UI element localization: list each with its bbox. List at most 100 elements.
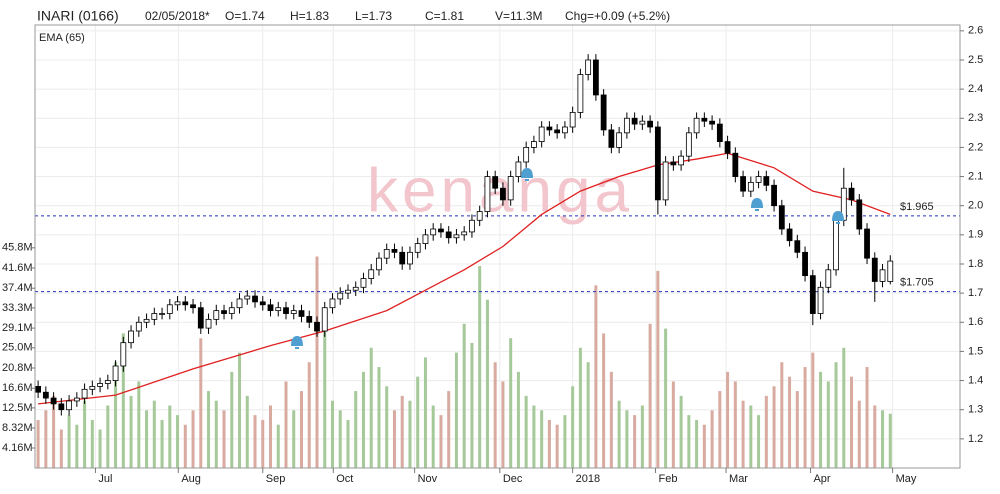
candle-body [58, 403, 65, 411]
candle-body [771, 184, 777, 207]
candle-body [716, 123, 723, 142]
header-field: O=1.74 [225, 9, 265, 23]
volume-bar [261, 419, 265, 468]
volume-bar [757, 415, 761, 468]
candle-body [213, 310, 220, 320]
ema-line [38, 152, 891, 405]
y2-tick-label: 33.3M [2, 302, 33, 314]
candle-body [190, 304, 196, 309]
volume-bar [462, 323, 466, 468]
y-tick-label: 2.6 [968, 25, 983, 37]
candle-body [639, 120, 646, 125]
candle-body [50, 397, 57, 405]
y-tick-label: 2.1 [968, 170, 983, 182]
candle-body [747, 181, 754, 192]
candle-body [438, 228, 444, 233]
volume-bar [733, 381, 737, 468]
y-tick-label: 1.7 [968, 287, 983, 299]
volume-bar [842, 347, 846, 468]
volume-bar [152, 400, 156, 468]
candle-body [887, 260, 894, 282]
volume-bar [633, 415, 637, 468]
volume-bar [207, 391, 211, 468]
candle-body [252, 295, 258, 303]
candle-body [523, 147, 530, 163]
volume-bar [106, 405, 110, 468]
candle-body [42, 391, 49, 399]
candle-body [724, 141, 731, 154]
volume-bar [67, 415, 71, 468]
volume-bar [888, 413, 892, 468]
candle-body [321, 307, 328, 332]
candle-body [306, 316, 313, 323]
y2-tick-label: 45.8M [2, 242, 33, 254]
volume-bar [594, 285, 598, 468]
level-label: $1.965 [900, 201, 934, 213]
candle-body [104, 380, 111, 384]
candle-body [709, 120, 715, 125]
y2-tick-label: 25.0M [2, 342, 33, 354]
volume-bar [90, 419, 94, 468]
candle-body [833, 219, 839, 271]
y2-tick-label: 16.6M [2, 382, 33, 394]
volume-bar [485, 299, 489, 468]
y2-tick-label: 4.16M [2, 442, 33, 454]
x-tick-label: Dec [503, 473, 523, 485]
candle-body [654, 126, 661, 201]
candle-body [298, 310, 305, 317]
levels: $1.965 $1.705 [35, 201, 960, 293]
candle-body [476, 211, 483, 221]
level-label: $1.705 [900, 277, 934, 289]
candle-body [670, 161, 677, 166]
alert-icons [291, 168, 844, 349]
x-tick-label: Mar [729, 473, 748, 485]
candle-body [864, 228, 870, 259]
volume-bar [470, 343, 474, 468]
candle-body [616, 132, 623, 148]
volume-bar [788, 376, 792, 468]
candle-body [469, 219, 475, 233]
volume-bar [516, 371, 520, 468]
candle-body [879, 269, 886, 282]
header-field: H=1.83 [290, 9, 329, 23]
candle-body [600, 94, 607, 131]
volume-bar [307, 362, 311, 468]
y-tick-label: 2.5 [968, 54, 983, 66]
candle-body [507, 176, 514, 201]
candle-body [391, 249, 398, 253]
volume-bar [578, 347, 582, 468]
y2-tick-label: 37.4M [2, 282, 33, 294]
volume-bar [563, 415, 567, 468]
volume-bar [547, 419, 551, 468]
volume-bar [292, 410, 296, 468]
candle-body [228, 307, 235, 314]
x-tick-label: Nov [418, 473, 438, 485]
volume-bar [299, 391, 303, 468]
candle-body [259, 301, 266, 306]
candle-body [585, 59, 592, 75]
volume-bar [377, 367, 381, 468]
candle-body [345, 289, 351, 294]
candle-body [515, 161, 522, 177]
x-tick-label: 2018 [576, 473, 600, 485]
x-tick-label: Aug [181, 473, 201, 485]
watermark: kenanga [367, 156, 633, 225]
volume-bar [819, 371, 823, 468]
candle-body [337, 292, 344, 300]
volume-bar [245, 395, 249, 468]
volume-bar [509, 338, 513, 468]
candle-body [693, 117, 700, 134]
candle-body [794, 240, 801, 253]
volume-bar [795, 391, 799, 468]
volume-bar [609, 371, 613, 468]
volume-bar [284, 381, 288, 468]
volume-bar [238, 352, 242, 468]
candle-body [383, 249, 390, 259]
volume-bar [718, 391, 722, 468]
volume-bar [114, 362, 118, 468]
candle-body [120, 342, 127, 367]
candle-body [825, 269, 832, 288]
candle-body [275, 307, 282, 312]
x-tick-label: May [896, 473, 917, 485]
candle-body [592, 59, 599, 96]
